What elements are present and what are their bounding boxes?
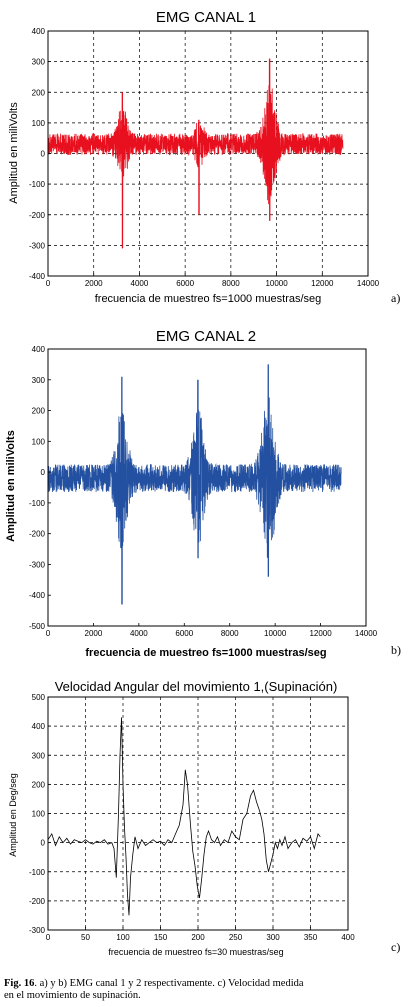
x-tick-label: 8000 <box>221 629 239 638</box>
y-tick-label: 300 <box>32 376 46 385</box>
figure-caption-label: Fig. 16 <box>4 978 34 989</box>
x-tick-label: 0 <box>46 933 51 942</box>
y-tick-label: 200 <box>32 88 46 97</box>
y-tick-label: -200 <box>29 211 46 220</box>
x-tick-label: 8000 <box>222 279 240 288</box>
y-tick-label: -100 <box>29 499 46 508</box>
y-tick-label: 0 <box>41 839 46 848</box>
x-tick-label: 0 <box>46 629 51 638</box>
chart-3-title: Velocidad Angular del movimiento 1,(Supi… <box>55 679 338 694</box>
x-tick-label: 250 <box>229 933 243 942</box>
chart-3-xlabel: frecuencia de muestreo fs=30 muestras/se… <box>108 947 283 957</box>
y-tick-label: 300 <box>32 58 46 67</box>
chart-3-panel-label: c) <box>391 940 400 954</box>
y-tick-label: 0 <box>41 150 46 159</box>
x-tick-label: 10000 <box>264 629 287 638</box>
x-tick-label: 14000 <box>357 279 380 288</box>
chart-2-title: EMG CANAL 2 <box>156 328 256 345</box>
x-tick-label: 150 <box>154 933 168 942</box>
chart-2-ylabel: Amplitud en miliVolts <box>5 430 17 542</box>
y-tick-label: 100 <box>32 437 46 446</box>
chart-1-title: EMG CANAL 1 <box>156 9 256 26</box>
x-tick-label: 350 <box>304 933 318 942</box>
chart-1-panel-label: a) <box>391 291 400 305</box>
y-tick-label: -200 <box>29 897 46 906</box>
series-line <box>47 58 344 249</box>
chart-emg-canal-1: EMG CANAL 1 Amplitud en miliVolts frecue… <box>8 9 400 305</box>
x-tick-label: 4000 <box>130 629 148 638</box>
x-tick-label: 12000 <box>309 629 332 638</box>
x-tick-label: 6000 <box>176 279 194 288</box>
x-tick-label: 10000 <box>265 279 288 288</box>
x-tick-label: 100 <box>116 933 130 942</box>
figure-caption-text-2: en el movimiento de supinación. <box>4 990 141 1001</box>
chart-2-panel-label: b) <box>391 643 401 657</box>
chart-1-xlabel: frecuencia de muestreo fs=1000 muestras/… <box>95 293 322 305</box>
x-tick-label: 400 <box>341 933 355 942</box>
series-line <box>47 364 342 605</box>
figure-caption-text-1: . a) y b) EMG canal 1 y 2 respectivament… <box>34 978 304 989</box>
y-tick-label: -300 <box>29 926 46 935</box>
y-tick-label: -500 <box>29 622 46 631</box>
chart-1-ylabel: Amplitud en miliVolts <box>8 102 20 204</box>
x-tick-label: 2000 <box>85 279 103 288</box>
y-tick-label: 100 <box>32 119 46 128</box>
x-tick-label: 12000 <box>311 279 334 288</box>
y-tick-label: 0 <box>41 468 46 477</box>
y-tick-label: -400 <box>29 591 46 600</box>
y-tick-label: 200 <box>32 407 46 416</box>
y-tick-label: 400 <box>32 27 46 36</box>
x-tick-label: 2000 <box>85 629 103 638</box>
chart-emg-canal-2: EMG CANAL 2 Amplitud en miliVolts frecue… <box>5 328 401 659</box>
figure-caption-line-1: Fig. 16. a) y b) EMG canal 1 y 2 respect… <box>4 978 304 989</box>
y-tick-label: 200 <box>32 780 46 789</box>
x-tick-label: 0 <box>46 279 51 288</box>
y-tick-label: 500 <box>32 693 46 702</box>
x-tick-label: 14000 <box>355 629 378 638</box>
plot-frame <box>47 348 367 627</box>
y-tick-label: -300 <box>29 560 46 569</box>
x-tick-label: 200 <box>191 933 205 942</box>
y-tick-label: 400 <box>32 722 46 731</box>
y-tick-label: -300 <box>29 241 46 250</box>
x-tick-label: 300 <box>266 933 280 942</box>
figure-caption-line-2: en el movimiento de supinación. <box>4 990 141 1001</box>
y-tick-label: 400 <box>32 345 46 354</box>
chart-2-xlabel: frecuencia de muestreo fs=1000 muestras/… <box>85 647 326 659</box>
chart-velocidad-angular: Velocidad Angular del movimiento 1,(Supi… <box>8 679 400 957</box>
x-tick-label: 50 <box>81 933 90 942</box>
y-tick-label: -100 <box>29 180 46 189</box>
x-tick-label: 6000 <box>175 629 193 638</box>
y-tick-label: -100 <box>29 868 46 877</box>
series-line <box>47 717 321 916</box>
y-tick-label: 100 <box>32 810 46 819</box>
y-tick-label: -200 <box>29 530 46 539</box>
x-tick-label: 4000 <box>131 279 149 288</box>
y-tick-label: 300 <box>32 751 46 760</box>
y-tick-label: -400 <box>29 272 46 281</box>
chart-3-ylabel: Amplitud en Deg/seg <box>8 773 18 857</box>
